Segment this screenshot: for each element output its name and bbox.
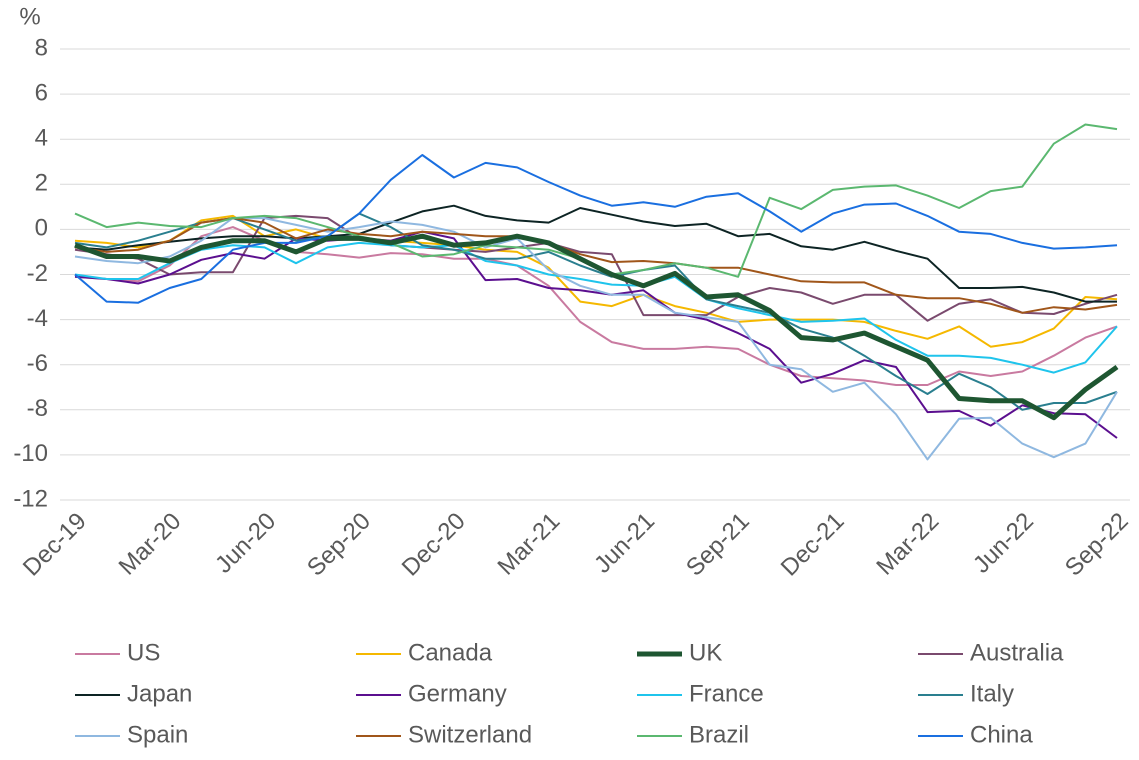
- series-line: [74, 230, 1118, 439]
- series-line: [74, 154, 1118, 304]
- x-tick-label: Dec-19: [18, 508, 92, 582]
- legend-label: Italy: [970, 680, 1014, 707]
- series-line: [74, 214, 1118, 322]
- y-tick-label: -12: [13, 485, 48, 512]
- series-line: [74, 204, 1117, 303]
- legend-label: Brazil: [689, 721, 749, 748]
- legend-label: Switzerland: [408, 721, 532, 748]
- x-tick-label: Sep-22: [1060, 508, 1134, 582]
- y-tick-label: 0: [35, 215, 48, 242]
- legend-label: US: [127, 639, 160, 666]
- series-line: [74, 217, 1118, 461]
- x-tick-label: Jun-22: [968, 508, 1039, 579]
- series-line: [74, 241, 1118, 374]
- x-tick-label: Sep-21: [681, 508, 755, 582]
- y-tick-label: 2: [35, 170, 48, 197]
- legend-label: Japan: [127, 680, 192, 707]
- x-tick-label: Jun-21: [589, 508, 660, 579]
- y-axis-label: %: [19, 3, 40, 30]
- y-tick-label: 8: [35, 34, 48, 61]
- legend-label: Germany: [408, 680, 507, 707]
- y-tick-label: 4: [35, 125, 48, 152]
- y-tick-label: -4: [27, 305, 48, 332]
- legend-label: France: [689, 680, 764, 707]
- series-line: [74, 217, 1118, 314]
- legend-label: Spain: [127, 721, 188, 748]
- y-tick-label: -10: [13, 440, 48, 467]
- series-line: [74, 212, 1118, 411]
- x-tick-label: Jun-20: [210, 508, 281, 579]
- legend-label: China: [970, 721, 1033, 748]
- legend-label: UK: [689, 639, 722, 666]
- x-tick-label: Dec-21: [776, 508, 850, 582]
- series-line: [74, 214, 1118, 348]
- series-line: [74, 233, 1119, 421]
- x-tick-label: Sep-20: [302, 508, 376, 582]
- legend-label: Australia: [970, 639, 1064, 666]
- y-tick-label: -6: [27, 350, 48, 377]
- x-tick-label: Mar-22: [871, 508, 944, 581]
- x-tick-label: Mar-21: [493, 508, 566, 581]
- y-tick-label: -8: [27, 395, 48, 422]
- legend-label: Canada: [408, 639, 493, 666]
- y-tick-label: -2: [27, 260, 48, 287]
- x-tick-label: Dec-20: [397, 508, 471, 582]
- x-tick-label: Mar-20: [114, 508, 187, 581]
- y-tick-label: 6: [35, 79, 48, 106]
